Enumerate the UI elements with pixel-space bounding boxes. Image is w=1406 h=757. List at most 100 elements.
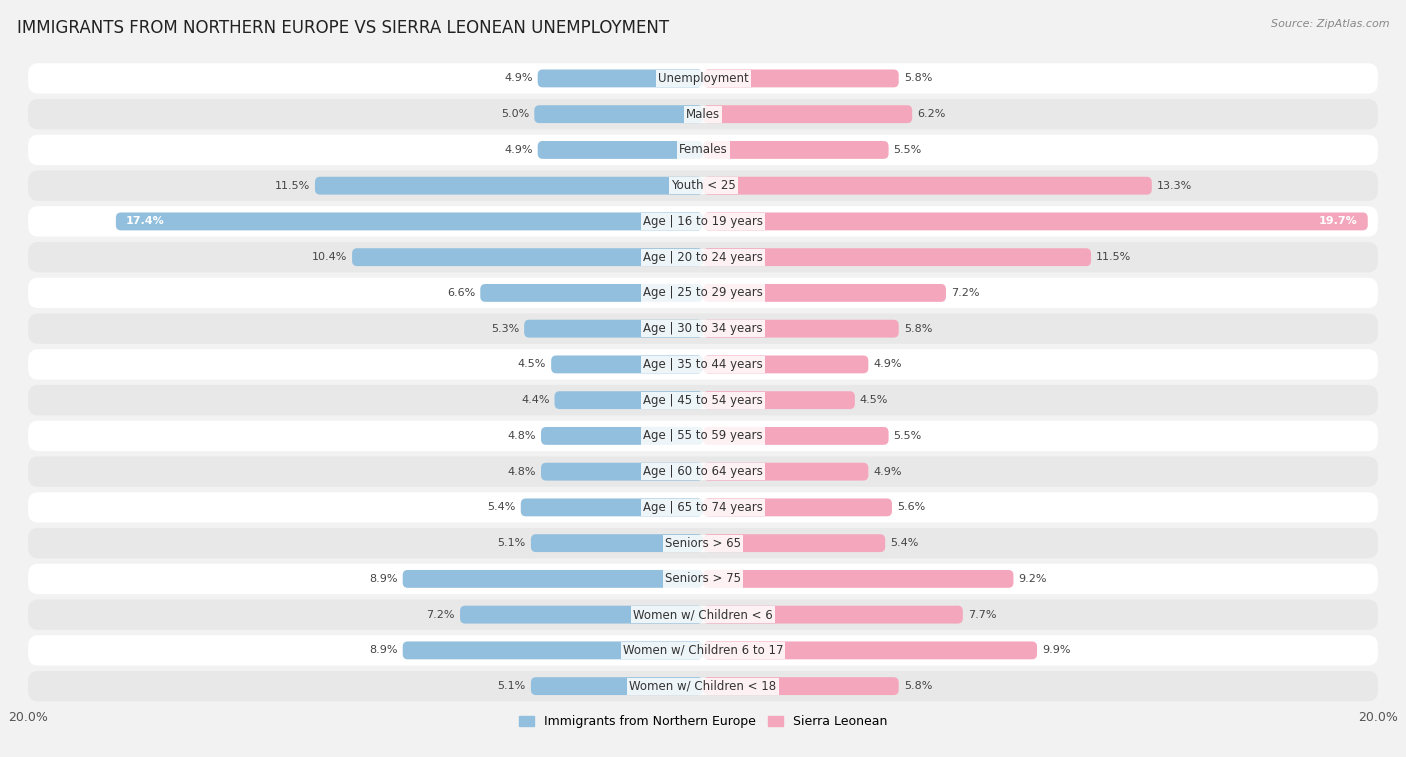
FancyBboxPatch shape xyxy=(531,678,703,695)
Text: 7.7%: 7.7% xyxy=(967,609,997,620)
Text: 5.3%: 5.3% xyxy=(491,324,519,334)
Text: 4.5%: 4.5% xyxy=(517,360,546,369)
Text: 13.3%: 13.3% xyxy=(1157,181,1192,191)
Text: Age | 65 to 74 years: Age | 65 to 74 years xyxy=(643,501,763,514)
FancyBboxPatch shape xyxy=(703,641,1038,659)
Text: Age | 55 to 59 years: Age | 55 to 59 years xyxy=(643,429,763,442)
FancyBboxPatch shape xyxy=(28,99,1378,129)
FancyBboxPatch shape xyxy=(520,498,703,516)
Text: Women w/ Children < 6: Women w/ Children < 6 xyxy=(633,608,773,621)
Text: 4.9%: 4.9% xyxy=(873,360,901,369)
FancyBboxPatch shape xyxy=(703,213,1368,230)
FancyBboxPatch shape xyxy=(28,528,1378,559)
FancyBboxPatch shape xyxy=(402,641,703,659)
Text: 5.0%: 5.0% xyxy=(501,109,529,119)
Text: Unemployment: Unemployment xyxy=(658,72,748,85)
FancyBboxPatch shape xyxy=(460,606,703,624)
Text: Age | 20 to 24 years: Age | 20 to 24 years xyxy=(643,251,763,263)
Text: Women w/ Children 6 to 17: Women w/ Children 6 to 17 xyxy=(623,644,783,657)
FancyBboxPatch shape xyxy=(703,463,869,481)
FancyBboxPatch shape xyxy=(28,135,1378,165)
FancyBboxPatch shape xyxy=(28,671,1378,701)
Text: 5.1%: 5.1% xyxy=(498,681,526,691)
FancyBboxPatch shape xyxy=(703,427,889,445)
FancyBboxPatch shape xyxy=(703,606,963,624)
FancyBboxPatch shape xyxy=(703,284,946,302)
Text: 7.2%: 7.2% xyxy=(950,288,980,298)
Text: 8.9%: 8.9% xyxy=(370,574,398,584)
FancyBboxPatch shape xyxy=(537,70,703,87)
FancyBboxPatch shape xyxy=(481,284,703,302)
Text: 5.4%: 5.4% xyxy=(488,503,516,512)
FancyBboxPatch shape xyxy=(28,600,1378,630)
Text: Age | 30 to 34 years: Age | 30 to 34 years xyxy=(643,322,763,335)
FancyBboxPatch shape xyxy=(28,385,1378,416)
Text: 11.5%: 11.5% xyxy=(1097,252,1132,262)
FancyBboxPatch shape xyxy=(703,248,1091,266)
FancyBboxPatch shape xyxy=(28,421,1378,451)
FancyBboxPatch shape xyxy=(703,70,898,87)
Text: 4.5%: 4.5% xyxy=(860,395,889,405)
Text: Women w/ Children < 18: Women w/ Children < 18 xyxy=(630,680,776,693)
FancyBboxPatch shape xyxy=(28,349,1378,379)
Text: 5.8%: 5.8% xyxy=(904,73,932,83)
FancyBboxPatch shape xyxy=(28,313,1378,344)
Legend: Immigrants from Northern Europe, Sierra Leonean: Immigrants from Northern Europe, Sierra … xyxy=(513,710,893,733)
Text: 4.9%: 4.9% xyxy=(873,466,901,477)
FancyBboxPatch shape xyxy=(703,678,898,695)
Text: Source: ZipAtlas.com: Source: ZipAtlas.com xyxy=(1271,19,1389,29)
FancyBboxPatch shape xyxy=(703,570,1014,588)
FancyBboxPatch shape xyxy=(28,242,1378,273)
FancyBboxPatch shape xyxy=(28,456,1378,487)
FancyBboxPatch shape xyxy=(28,278,1378,308)
Text: Seniors > 75: Seniors > 75 xyxy=(665,572,741,585)
Text: 7.2%: 7.2% xyxy=(426,609,456,620)
Text: 5.4%: 5.4% xyxy=(890,538,918,548)
Text: 11.5%: 11.5% xyxy=(274,181,309,191)
FancyBboxPatch shape xyxy=(28,564,1378,594)
Text: Age | 25 to 29 years: Age | 25 to 29 years xyxy=(643,286,763,300)
Text: IMMIGRANTS FROM NORTHERN EUROPE VS SIERRA LEONEAN UNEMPLOYMENT: IMMIGRANTS FROM NORTHERN EUROPE VS SIERR… xyxy=(17,19,669,37)
Text: Seniors > 65: Seniors > 65 xyxy=(665,537,741,550)
Text: 5.5%: 5.5% xyxy=(894,145,922,155)
Text: 10.4%: 10.4% xyxy=(312,252,347,262)
Text: 6.6%: 6.6% xyxy=(447,288,475,298)
Text: Age | 35 to 44 years: Age | 35 to 44 years xyxy=(643,358,763,371)
Text: Females: Females xyxy=(679,143,727,157)
FancyBboxPatch shape xyxy=(402,570,703,588)
Text: 9.2%: 9.2% xyxy=(1018,574,1047,584)
FancyBboxPatch shape xyxy=(703,498,891,516)
Text: 19.7%: 19.7% xyxy=(1319,217,1358,226)
FancyBboxPatch shape xyxy=(537,141,703,159)
Text: 9.9%: 9.9% xyxy=(1042,646,1070,656)
Text: 8.9%: 8.9% xyxy=(370,646,398,656)
FancyBboxPatch shape xyxy=(541,427,703,445)
FancyBboxPatch shape xyxy=(28,206,1378,237)
Text: 4.9%: 4.9% xyxy=(505,145,533,155)
FancyBboxPatch shape xyxy=(28,635,1378,665)
FancyBboxPatch shape xyxy=(28,170,1378,201)
Text: 4.8%: 4.8% xyxy=(508,466,536,477)
Text: Males: Males xyxy=(686,107,720,120)
Text: Age | 16 to 19 years: Age | 16 to 19 years xyxy=(643,215,763,228)
FancyBboxPatch shape xyxy=(551,356,703,373)
FancyBboxPatch shape xyxy=(703,356,869,373)
Text: 4.9%: 4.9% xyxy=(505,73,533,83)
Text: Youth < 25: Youth < 25 xyxy=(671,179,735,192)
FancyBboxPatch shape xyxy=(28,492,1378,522)
FancyBboxPatch shape xyxy=(703,176,1152,195)
FancyBboxPatch shape xyxy=(703,319,898,338)
FancyBboxPatch shape xyxy=(534,105,703,123)
FancyBboxPatch shape xyxy=(703,391,855,409)
Text: 5.5%: 5.5% xyxy=(894,431,922,441)
Text: Age | 60 to 64 years: Age | 60 to 64 years xyxy=(643,465,763,478)
Text: 4.8%: 4.8% xyxy=(508,431,536,441)
FancyBboxPatch shape xyxy=(315,176,703,195)
Text: 5.8%: 5.8% xyxy=(904,681,932,691)
FancyBboxPatch shape xyxy=(352,248,703,266)
Text: 5.6%: 5.6% xyxy=(897,503,925,512)
FancyBboxPatch shape xyxy=(524,319,703,338)
FancyBboxPatch shape xyxy=(541,463,703,481)
Text: 4.4%: 4.4% xyxy=(522,395,550,405)
FancyBboxPatch shape xyxy=(703,141,889,159)
